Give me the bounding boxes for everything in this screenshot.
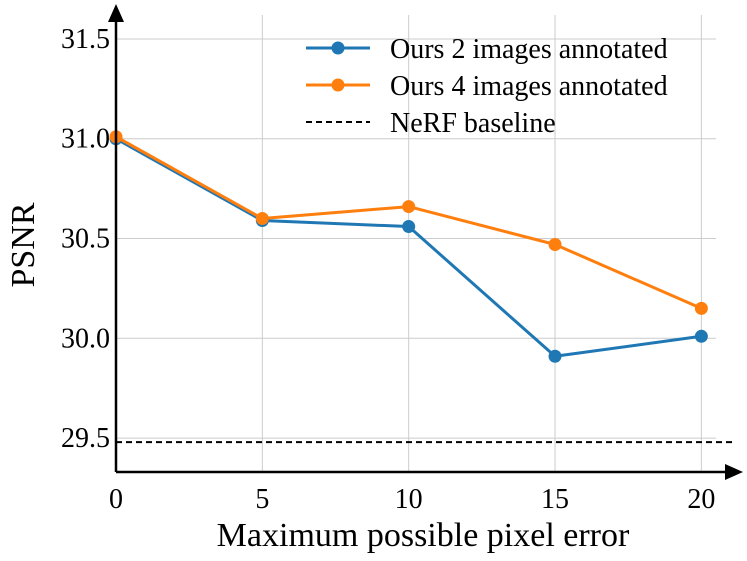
legend-marker-series-1 [331, 41, 345, 55]
legend: Ours 2 images annotated Ours 4 images an… [306, 34, 668, 139]
y-axis-arrow [108, 4, 124, 22]
data-point-series-1 [402, 220, 416, 234]
y-tick-label: 30.5 [61, 224, 110, 255]
x-axis-label: Maximum possible pixel error [217, 517, 630, 554]
data-point-series-2 [548, 237, 562, 251]
data-point-series-2 [694, 301, 708, 315]
x-tick-label: 10 [395, 484, 423, 515]
grid-lines [115, 15, 716, 472]
data-point-series-2 [402, 200, 416, 214]
data-point-series-1 [548, 349, 562, 363]
y-tick-label: 31.5 [61, 24, 110, 55]
y-tick-label: 29.5 [61, 423, 110, 454]
y-tick-label: 31.0 [61, 124, 110, 155]
y-tick-label: 30.0 [61, 323, 110, 354]
y-axis-label: PSNR [5, 202, 42, 287]
series-layer [109, 130, 708, 363]
legend-label-baseline: NeRF baseline [390, 108, 556, 139]
tick-labels: 0 5 10 15 20 29.5 30.0 30.5 31.0 31.5 [61, 24, 715, 515]
x-axis-arrow [725, 464, 743, 480]
x-tick-label: 5 [255, 484, 269, 515]
data-point-series-1 [694, 329, 708, 343]
legend-marker-series-2 [331, 78, 345, 92]
x-tick-label: 0 [109, 484, 123, 515]
data-point-series-2 [255, 212, 269, 226]
x-tick-label: 15 [541, 484, 569, 515]
legend-label-series-1: Ours 2 images annotated [390, 34, 668, 65]
legend-label-series-2: Ours 4 images annotated [390, 71, 668, 102]
axes [108, 4, 743, 480]
x-tick-label: 20 [687, 484, 715, 515]
